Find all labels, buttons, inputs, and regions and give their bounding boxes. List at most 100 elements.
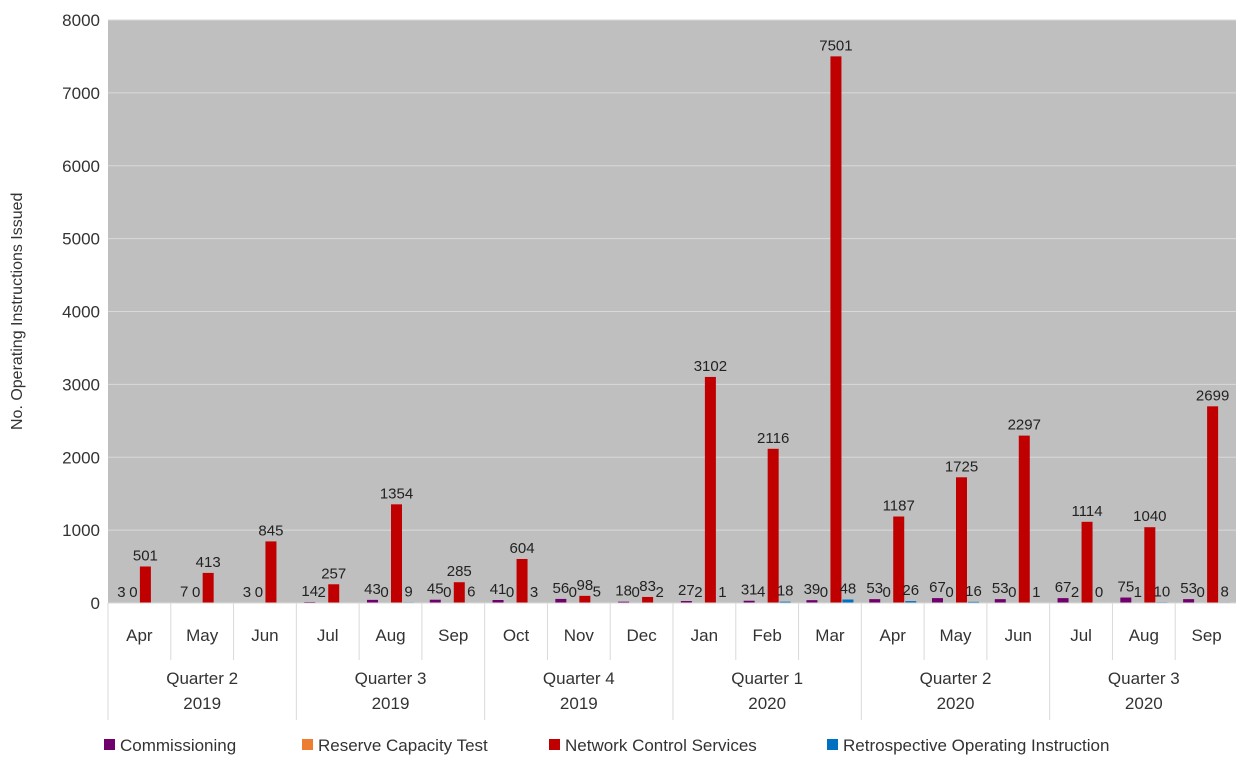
bar-network-control-services [1207, 406, 1219, 603]
bar-commissioning [680, 601, 692, 603]
data-label: 0 [820, 584, 828, 601]
bar-commissioning [1057, 598, 1069, 603]
data-label: 48 [840, 581, 857, 598]
bar-network-control-services [328, 584, 340, 603]
bar-network-control-services [391, 504, 402, 603]
bar-commissioning [1120, 597, 1132, 603]
data-label: 1187 [883, 497, 915, 514]
data-label: 45 [427, 581, 444, 598]
data-label: 53 [1180, 580, 1197, 597]
x-tick-label: May [939, 626, 972, 645]
x-tick-label: Apr [126, 626, 153, 645]
data-label: 53 [992, 580, 1009, 597]
data-label: 604 [510, 540, 535, 557]
bar-network-control-services [704, 376, 716, 603]
y-tick-label: 1000 [62, 521, 100, 540]
data-label: 1354 [380, 485, 413, 502]
y-tick-label: 3000 [62, 375, 100, 394]
x-tick-label: Sep [438, 626, 468, 645]
data-label: 18 [777, 583, 794, 600]
data-label: 9 [404, 583, 412, 600]
data-label: 1114 [1071, 503, 1102, 520]
bar-retrospective-operating-instruction [779, 601, 791, 603]
x-tick-label: Apr [879, 626, 906, 645]
y-tick-label: 6000 [62, 157, 100, 176]
data-label: 2 [694, 584, 702, 601]
bar-retrospective-operating-instruction [968, 601, 979, 603]
x-tick-label: Feb [753, 626, 782, 645]
bar-network-control-services [767, 448, 779, 603]
quarter-label: Quarter 4 [543, 669, 615, 688]
bar-network-control-services [265, 541, 277, 603]
bar-network-control-services [830, 56, 842, 603]
bar-commissioning [555, 598, 567, 603]
data-label: 285 [447, 563, 472, 580]
bar-network-control-services [1144, 527, 1156, 603]
data-label: 0 [506, 584, 514, 601]
data-label: 0 [129, 584, 137, 601]
bar-network-control-services [1081, 521, 1093, 603]
data-label: 39 [804, 581, 821, 598]
bar-commissioning [932, 598, 943, 603]
data-label: 3 [530, 584, 538, 601]
bar-commissioning [367, 599, 378, 603]
y-axis-title: No. Operating Instructions Issued [9, 193, 26, 430]
data-label: 2116 [757, 430, 789, 447]
x-axis: Apr May Jun Jul Aug Sep Oct Nov Dec Jan Feb Mar Apr M… [107, 602, 1236, 720]
bar-commissioning [869, 599, 881, 603]
data-label: 0 [443, 584, 451, 601]
data-label: 8 [1220, 583, 1228, 600]
x-tick-label: Mar [815, 626, 845, 645]
x-tick-label: Aug [375, 626, 405, 645]
data-label: 5 [593, 584, 601, 601]
x-tick-label: Sep [1191, 626, 1221, 645]
data-label: 0 [255, 584, 263, 601]
data-label: 3 [117, 584, 125, 601]
data-label: 4 [757, 584, 765, 601]
data-label: 0 [1196, 584, 1204, 601]
data-label: 7 [180, 583, 188, 600]
data-label: 0 [192, 584, 200, 601]
data-label: 26 [902, 582, 919, 599]
bar-network-control-services [453, 582, 465, 603]
y-axis: 0 1000 2000 3000 4000 5000 6000 7000 8000 [62, 11, 100, 613]
data-label: 0 [569, 584, 577, 601]
x-tick-label: Nov [564, 626, 595, 645]
year-label: 2019 [560, 694, 598, 713]
data-label: 67 [1055, 579, 1072, 596]
year-label: 2019 [183, 694, 221, 713]
bars [115, 56, 1231, 603]
y-tick-label: 5000 [62, 230, 100, 249]
data-label: 6 [467, 584, 475, 601]
data-label: 1 [1032, 584, 1040, 601]
bar-network-control-services [516, 558, 528, 603]
data-label: 413 [196, 554, 221, 571]
x-tick-label: Dec [626, 626, 657, 645]
legend-label: Network Control Services [565, 736, 757, 755]
bar-network-control-services [893, 516, 905, 603]
bar-commissioning [743, 600, 755, 603]
data-label: 14 [301, 583, 318, 600]
data-label: 98 [576, 577, 593, 594]
data-label: 2 [1071, 584, 1079, 601]
bar-network-control-services [1018, 435, 1030, 603]
data-label: 7501 [819, 37, 852, 54]
bar-network-control-services [956, 477, 967, 603]
quarter-label: Quarter 1 [731, 669, 803, 688]
y-tick-label: 8000 [62, 11, 100, 30]
legend-swatch [302, 739, 313, 750]
legend-label: Retrospective Operating Instruction [843, 736, 1109, 755]
y-tick-label: 7000 [62, 84, 100, 103]
bar-retrospective-operating-instruction [905, 601, 917, 603]
bar-commissioning [994, 599, 1006, 603]
bar-commissioning [492, 600, 504, 603]
x-tick-label: Oct [503, 626, 530, 645]
bar-retrospective-operating-instruction [842, 599, 854, 603]
bar-commissioning [1183, 599, 1195, 603]
data-label: 1 [718, 584, 726, 601]
x-tick-label: Jul [1070, 626, 1092, 645]
y-tick-label: 0 [91, 594, 100, 613]
x-tick-label: May [186, 626, 219, 645]
bar-commissioning [618, 601, 630, 603]
